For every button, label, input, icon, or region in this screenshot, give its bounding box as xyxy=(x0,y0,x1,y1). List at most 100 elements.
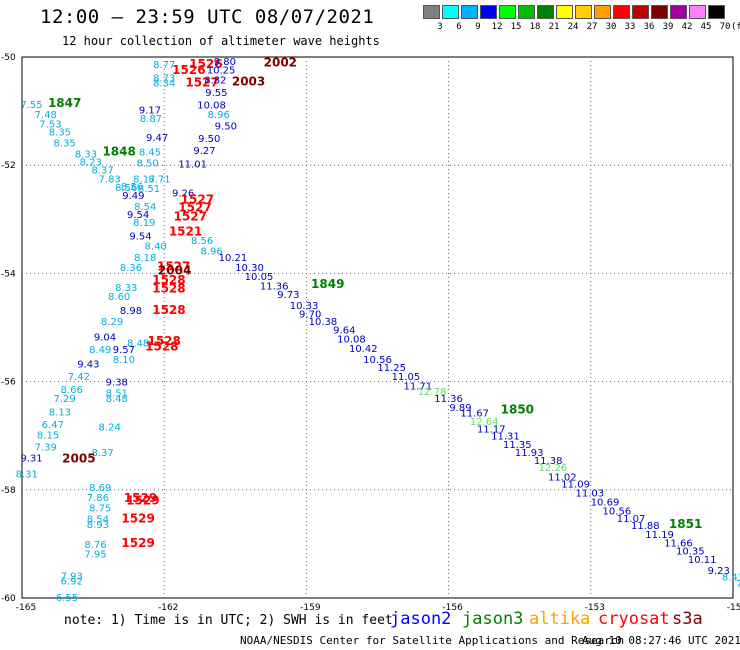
pass-time-label: 2002 xyxy=(264,55,297,69)
colorbar-cell xyxy=(423,5,440,19)
wave-height-label: 10.05 xyxy=(245,272,274,283)
wave-height-label: 9.23 xyxy=(708,566,730,577)
lon-tick-label: -165 xyxy=(16,603,36,613)
wave-height-label: 10.56 xyxy=(603,506,632,517)
pass-time-label: 1529 xyxy=(126,494,159,508)
wave-height-label: 11.93 xyxy=(515,448,544,459)
wave-height-label: 9.04 xyxy=(94,333,116,344)
wave-height-label: 8.35 xyxy=(54,138,76,149)
pass-time-label: 1529 xyxy=(124,491,157,505)
wave-height-label: 11.67 xyxy=(460,408,489,419)
lat-tick-label: -60 xyxy=(1,594,16,604)
wave-height-label: 8.24 xyxy=(99,423,121,434)
wave-height-label: 8.77 xyxy=(153,60,175,71)
wave-height-label: 7.83 xyxy=(99,175,121,186)
colorbar-label: 42 xyxy=(681,22,693,32)
wave-height-label: 10.35 xyxy=(676,546,705,557)
wave-height-label: 11.07 xyxy=(617,514,646,525)
wave-height-label: 7.21 xyxy=(736,579,740,590)
pass-time-label: 1521 xyxy=(169,225,202,239)
wave-height-label: 10.38 xyxy=(309,317,338,328)
wave-height-label: 9.57 xyxy=(113,345,135,356)
wave-height-label: 8.87 xyxy=(140,114,162,125)
colorbar-label: 33 xyxy=(624,22,636,32)
colorbar-cell xyxy=(461,5,478,19)
footer-timestamp: Aug 10 08:27:46 UTC 2021 xyxy=(582,634,740,647)
pass-time-label: 1850 xyxy=(501,403,534,417)
wave-height-label: 7.39 xyxy=(35,443,57,454)
wave-height-label: 9.89 xyxy=(449,403,471,414)
legend-note: note: 1) Time is in UTC; 2) SWH is in fe… xyxy=(64,613,393,628)
colorbar-cell xyxy=(670,5,687,19)
wave-height-label: 7.48 xyxy=(35,110,57,121)
wave-height-label: 8.17 xyxy=(133,175,155,186)
wave-height-label: 8.43 xyxy=(722,572,740,583)
wave-height-label: 8.40 xyxy=(145,241,167,252)
wave-height-label: 8.33 xyxy=(75,149,97,160)
wave-height-label: 11.03 xyxy=(576,489,605,500)
colorbar-label: 24 xyxy=(567,22,579,32)
wave-height-label: 8.37 xyxy=(91,448,113,459)
colorbar-label: 70 xyxy=(719,22,731,32)
legend-s3a: s3a xyxy=(672,609,703,629)
wave-height-label: 11.88 xyxy=(631,521,660,532)
wave-height-label: 8.51 xyxy=(138,184,160,195)
wave-height-label: 9.38 xyxy=(106,378,128,389)
wave-height-label: 8.15 xyxy=(37,431,59,442)
wave-height-label: 12.64 xyxy=(470,417,499,428)
pass-time-label: 2005 xyxy=(62,451,95,465)
wave-height-label: 8.56 xyxy=(115,183,137,194)
wave-height-label: 11.35 xyxy=(503,440,532,451)
colorbar-cell xyxy=(651,5,668,19)
colorbar-cell xyxy=(537,5,554,19)
colorbar-label: 9 xyxy=(475,22,481,32)
colorbar-cell xyxy=(689,5,706,19)
colorbar-cell xyxy=(499,5,516,19)
wave-height-label: 6.92 xyxy=(61,577,83,588)
wave-height-label: 8.35 xyxy=(49,128,71,139)
wave-height-label: 8.98 xyxy=(120,306,142,317)
wave-height-label: 12.26 xyxy=(539,463,568,474)
wave-height-label: 10.11 xyxy=(688,555,717,566)
wave-height-label: 11.25 xyxy=(377,363,406,374)
wave-height-label: 10.25 xyxy=(207,65,236,76)
wave-height-label: 7.42 xyxy=(68,372,90,383)
wave-height-label: 9.54 xyxy=(127,210,149,221)
wave-height-label: 8.48 xyxy=(127,339,149,350)
wave-height-label: 11.01 xyxy=(178,160,207,171)
colorbar-label: 27 xyxy=(586,22,598,32)
colorbar-label: 45 xyxy=(700,22,712,32)
wave-height-label: 7.95 xyxy=(84,550,106,561)
lon-tick-label: -159 xyxy=(300,603,321,613)
wave-height-label: 9.70 xyxy=(299,309,321,320)
wave-height-label: 8.23 xyxy=(80,157,102,168)
legend-jason3: jason3 xyxy=(462,609,524,629)
lat-tick-label: -54 xyxy=(1,269,16,279)
wave-height-label: 9.31 xyxy=(20,453,42,464)
wave-height-label: 12.78 xyxy=(418,387,447,398)
pass-time-label: 1528 xyxy=(152,282,185,296)
colorbar-unit: (ft) xyxy=(731,22,740,32)
pass-time-label: 1526 xyxy=(189,57,222,71)
wave-height-label: 8.19 xyxy=(133,218,155,229)
wave-height-label: 9.26 xyxy=(172,188,194,199)
wave-height-label: 8.54 xyxy=(134,202,156,213)
wave-height-label: 8.29 xyxy=(101,317,123,328)
pass-time-label: 1527 xyxy=(174,210,207,224)
wave-height-label: 8.34 xyxy=(153,78,175,89)
pass-time-label: 2004 xyxy=(158,264,191,278)
wave-height-label: 8.51 xyxy=(106,388,128,399)
pass-time-label: 1847 xyxy=(48,96,81,110)
wave-height-label: 9.47 xyxy=(146,133,168,144)
page-subtitle: 12 hour collection of altimeter wave hei… xyxy=(62,34,380,48)
lat-tick-label: -50 xyxy=(1,53,16,63)
wave-height-label: 8.73 xyxy=(153,74,175,85)
wave-height-label: 10.30 xyxy=(235,263,264,274)
pass-time-label: 1849 xyxy=(311,277,344,291)
wave-height-label: 7.53 xyxy=(39,120,61,131)
wave-height-label: 9.50 xyxy=(215,122,237,133)
colorbar-label: 30 xyxy=(605,22,617,32)
colorbar-label: 21 xyxy=(548,22,560,32)
lat-tick-label: -52 xyxy=(1,161,16,171)
pass-time-label: 1528 xyxy=(145,339,178,353)
